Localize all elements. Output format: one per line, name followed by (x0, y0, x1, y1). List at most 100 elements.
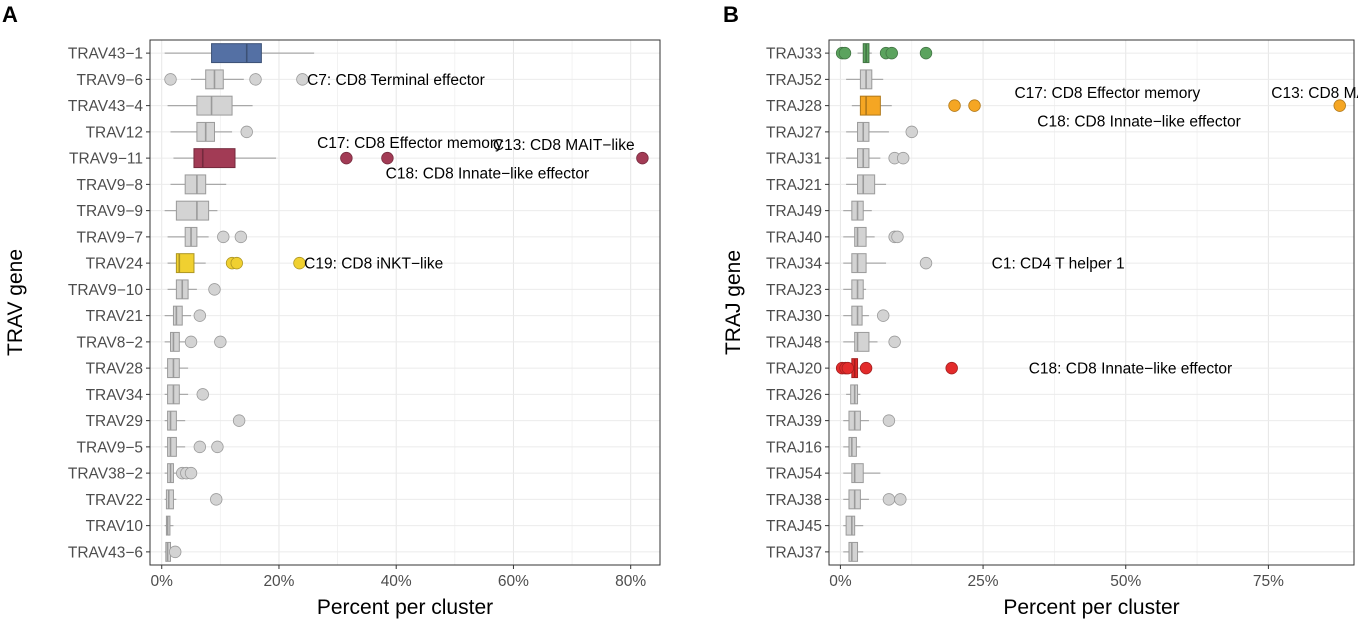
outlier-point (948, 99, 961, 112)
x-tick-label: 80% (615, 573, 646, 590)
panel-a-letter: A (2, 2, 18, 27)
y-tick-label: TRAJ31 (766, 151, 822, 168)
y-tick-label: TRAV12 (86, 124, 143, 141)
y-tick-label: TRAV8−2 (77, 334, 143, 351)
y-tick-label: TRAJ20 (766, 361, 822, 378)
outlier-point (882, 493, 896, 506)
annotation-label: C7: CD8 Terminal effector (307, 72, 485, 89)
box-traj16 (848, 436, 857, 457)
y-tick-label: TRAJ39 (766, 413, 822, 430)
plot-background (829, 40, 1354, 565)
y-tick-label: TRAV43−1 (68, 46, 143, 63)
outlier-point (169, 545, 182, 559)
x-tick-label: 20% (263, 573, 294, 590)
plot-background (150, 40, 660, 565)
box-traj37 (848, 541, 859, 562)
outlier-point (896, 151, 910, 165)
x-tick-label: 40% (381, 573, 412, 590)
box-traj45 (845, 515, 856, 536)
outlier-point (208, 283, 221, 296)
box-trav8-2 (170, 331, 180, 352)
y-tick-label: TRAV9−9 (77, 203, 143, 220)
y-tick-label: TRAV10 (86, 518, 144, 535)
y-tick-label: TRAV9−6 (77, 72, 143, 89)
outlier-point (240, 125, 253, 139)
panel-border (149, 39, 661, 566)
outlier-point (184, 335, 198, 349)
y-axis-title: TRAV gene (4, 249, 27, 356)
y-tick-label: TRAJ49 (766, 203, 822, 220)
outlier-point (838, 46, 852, 60)
panel-b-letter: B (723, 2, 739, 27)
box-trav22 (165, 489, 174, 510)
outlier-point (232, 414, 246, 427)
x-tick-label: 75% (1253, 573, 1284, 590)
annotation-label: C13: CD8 MAIT−like (493, 137, 635, 154)
outlier-point (905, 125, 918, 139)
annotation-label: C13: CD8 MAIT−like (1271, 85, 1358, 102)
y-tick-label: TRAV34 (86, 387, 144, 404)
x-axis-title: Percent per cluster (1003, 596, 1179, 619)
outlier-point (196, 388, 209, 401)
outlier-point (859, 361, 873, 375)
box-trav9-9 (175, 200, 210, 221)
box-trav24 (175, 253, 195, 274)
y-tick-label: TRAJ30 (766, 308, 822, 325)
y-tick-label: TRAV29 (86, 413, 143, 430)
annotation-label: C18: CD8 Innate−like effector (386, 165, 589, 182)
annotation-label: C1: CD4 T helper 1 (992, 256, 1125, 273)
y-tick-label: TRAJ40 (766, 229, 822, 246)
outlier-point (293, 256, 306, 270)
y-tick-label: TRAV9−11 (69, 151, 143, 168)
x-tick-label: 0% (151, 573, 174, 590)
y-tick-label: TRAV9−7 (77, 229, 143, 246)
outlier-point (885, 46, 898, 60)
x-axis-title: Percent per cluster (317, 596, 493, 619)
outlier-point (230, 256, 243, 270)
y-tick-label: TRAV9−10 (68, 282, 143, 299)
y-tick-label: TRAV43−6 (68, 544, 143, 561)
box-trav9-5 (167, 436, 177, 457)
box-traj54 (851, 463, 864, 484)
box-traj40 (854, 226, 867, 247)
box-trav9-11 (193, 148, 236, 169)
y-tick-label: TRAJ54 (766, 466, 822, 483)
annotation-label: C18: CD8 Innate−like effector (1029, 361, 1232, 378)
annotation-label: C17: CD8 Effector memory (1014, 85, 1200, 102)
box-trav21 (172, 305, 183, 326)
outlier-point (882, 414, 896, 427)
y-tick-label: TRAJ16 (766, 439, 822, 456)
outlier-point (919, 46, 933, 60)
y-tick-label: TRAV22 (86, 492, 143, 509)
y-tick-label: TRAJ37 (766, 544, 822, 561)
outlier-point (888, 335, 901, 349)
y-axis-title: TRAJ gene (722, 250, 745, 355)
outlier-point (214, 335, 227, 349)
outlier-point (193, 440, 207, 454)
outlier-point (234, 230, 248, 244)
x-tick-label: 25% (968, 573, 999, 590)
outlier-point (210, 493, 223, 506)
y-tick-label: TRAJ23 (766, 282, 822, 299)
box-traj21 (857, 174, 876, 195)
outlier-point (296, 73, 309, 86)
y-tick-label: TRAJ33 (766, 46, 822, 63)
y-tick-label: TRAV9−5 (77, 439, 143, 456)
y-tick-label: TRAV21 (86, 308, 143, 325)
y-tick-label: TRAJ48 (766, 334, 822, 351)
outlier-point (164, 73, 177, 86)
outlier-point (340, 151, 353, 165)
outlier-point (211, 440, 224, 454)
outlier-point (1333, 99, 1346, 112)
annotation-label: C18: CD8 Innate−like effector (1037, 113, 1240, 130)
box-traj28 (859, 95, 881, 116)
y-tick-label: TRAJ27 (766, 124, 822, 141)
panel-border (828, 39, 1355, 566)
box-trav9-8 (184, 174, 207, 195)
y-tick-label: TRAV38−2 (68, 466, 143, 483)
annotation-label: C19: CD8 iNKT−like (304, 256, 443, 273)
outlier-point (841, 361, 855, 375)
outlier-point (184, 466, 198, 480)
y-tick-label: TRAV9−8 (77, 177, 143, 194)
